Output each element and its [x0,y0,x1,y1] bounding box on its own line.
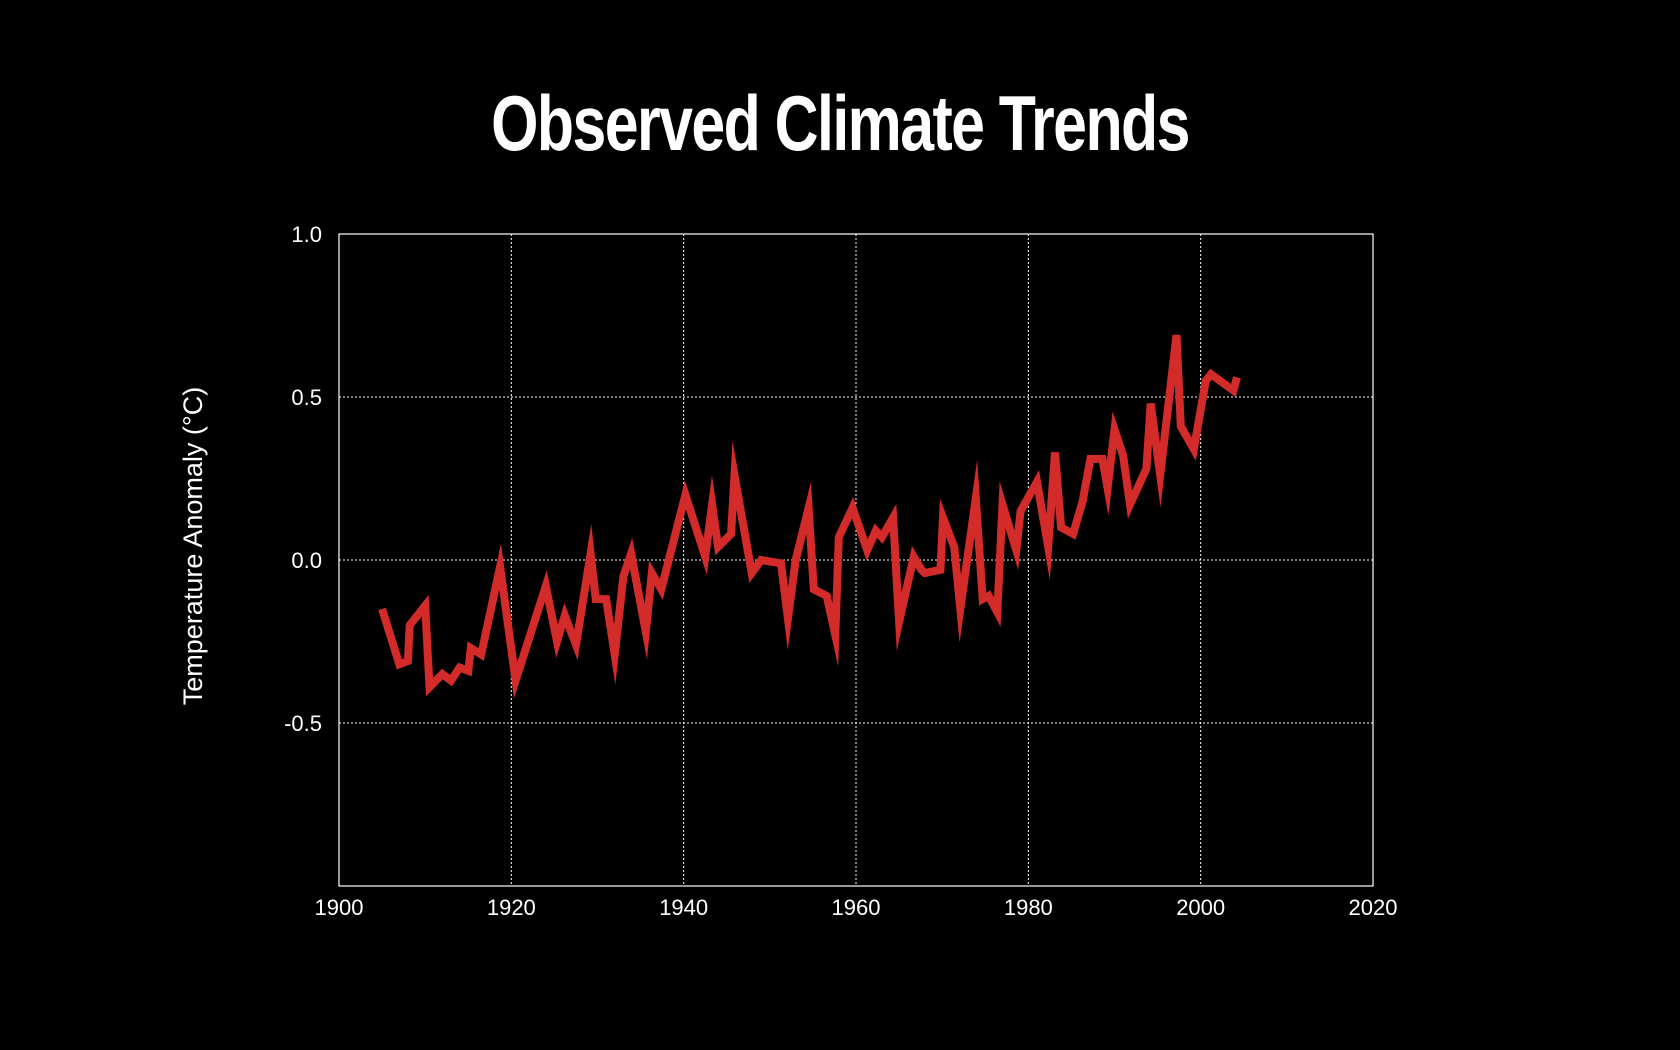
grid-layer [339,234,1373,886]
chart-title: Observed Climate Trends [491,79,1190,167]
tick-labels: 1900 1920 1940 1960 1980 2000 2020 1.0 0.5 0.0 -0.… [284,222,1397,920]
y-axis-title: Temperature Anomaly (°C) [178,387,208,705]
x-tick-label: 2000 [1176,895,1225,920]
y-tick-label: 0.0 [291,548,322,573]
y-tick-label: -0.5 [284,711,322,736]
y-tick-label: 0.5 [291,385,322,410]
x-tick-label: 1960 [832,895,881,920]
x-tick-label: 1980 [1004,895,1053,920]
y-tick-label: 1.0 [291,222,322,247]
x-tick-label: 1940 [659,895,708,920]
x-tick-label: 1900 [315,895,364,920]
plot-frame [338,233,1374,887]
x-tick-label: 2020 [1349,895,1398,920]
x-tick-label: 1920 [487,895,536,920]
series-line [378,334,1241,699]
